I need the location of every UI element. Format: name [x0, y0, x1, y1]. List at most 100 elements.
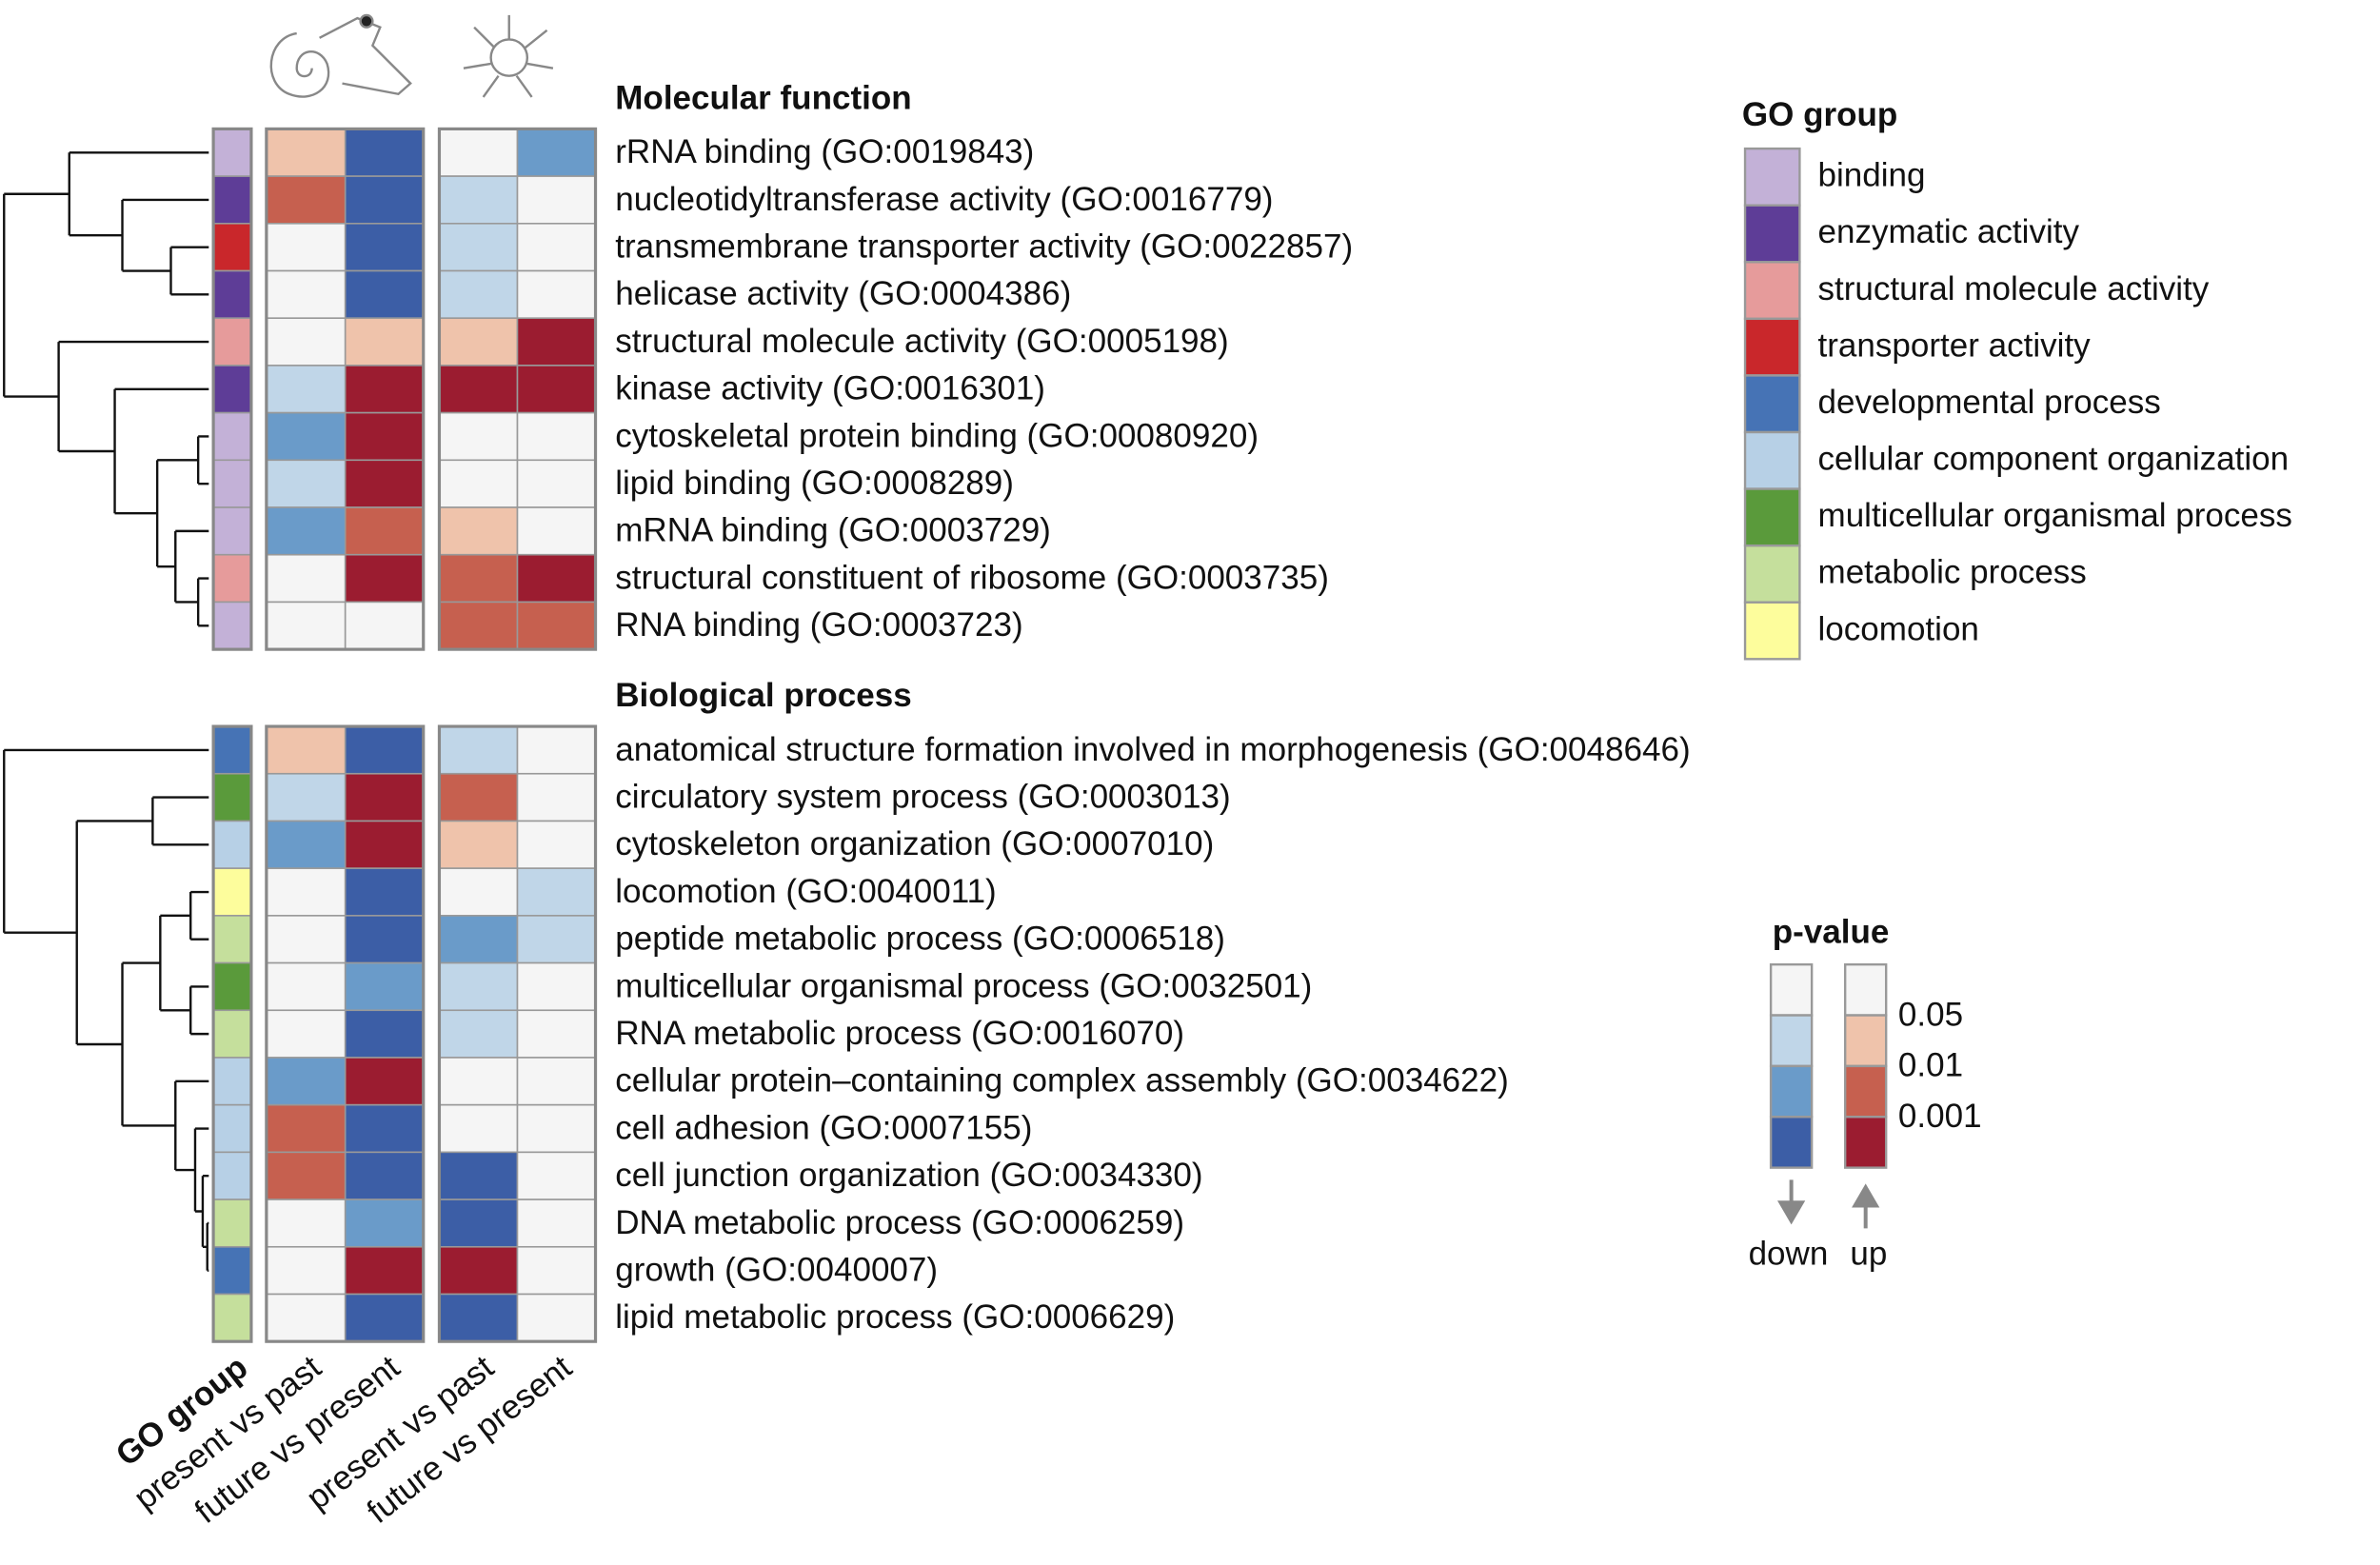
heat-cell: [344, 269, 425, 320]
heat-cell: [438, 128, 519, 177]
heat-cell: [438, 553, 519, 604]
heat-cell: [438, 1009, 519, 1059]
heat-cell: [266, 725, 347, 775]
heat-cell: [266, 1009, 347, 1059]
legend-swatch: [1769, 1014, 1814, 1068]
heat-cell: [516, 1293, 597, 1342]
group-cell: [212, 1103, 252, 1154]
legend-swatch: [1743, 487, 1801, 547]
snail-icon: [269, 13, 412, 98]
row-label: locomotion (GO:0040011): [615, 873, 996, 910]
group-cell: [212, 175, 252, 225]
legend-swatch: [1843, 962, 1888, 1017]
row-label: rRNA binding (GO:0019843): [615, 133, 1034, 170]
row-label: DNA metabolic process (GO:0006259): [615, 1204, 1184, 1241]
group-cell: [212, 269, 252, 320]
legend-label: enzymatic activity: [1818, 213, 2080, 250]
heat-cell: [344, 772, 425, 822]
heat-cell: [516, 1057, 597, 1106]
dendrogram: [3, 748, 209, 1272]
heat-cell: [438, 365, 519, 414]
heat-cell: [516, 1199, 597, 1248]
heat-cell: [266, 1151, 347, 1200]
heat-cell: [344, 459, 425, 508]
heat-cell: [266, 772, 347, 822]
heat-cell: [438, 175, 519, 225]
legend-swatch: [1743, 147, 1801, 207]
legend-swatch: [1769, 1064, 1814, 1119]
row-label: circulatory system process (GO:0003013): [615, 778, 1230, 815]
heat-cell: [344, 128, 425, 177]
panel-title: Biological process: [615, 677, 911, 714]
heat-cell: [438, 725, 519, 775]
block-border: [265, 724, 426, 1343]
heat-cell: [516, 317, 597, 366]
heat-cell: [438, 772, 519, 822]
heat-cell: [344, 725, 425, 775]
group-cell: [212, 725, 252, 775]
legend-swatch: [1743, 317, 1801, 377]
heat-cell: [266, 1199, 347, 1248]
heat-cell: [516, 772, 597, 822]
heat-cell: [516, 915, 597, 964]
heat-cell: [516, 411, 597, 462]
legend-level: 0.001: [1898, 1098, 1982, 1135]
row-label: nucleotidyltransferase activity (GO:0016…: [615, 181, 1273, 218]
block-border: [211, 127, 253, 651]
direction-label: up: [1850, 1235, 1887, 1272]
heat-cell: [516, 725, 597, 775]
group-cell: [212, 961, 252, 1012]
heat-cell: [344, 1151, 425, 1200]
legend-label: structural molecule activity: [1818, 270, 2210, 307]
heat-cell: [344, 1009, 425, 1059]
heat-cell: [266, 1245, 347, 1296]
group-cell: [212, 1151, 252, 1200]
group-cell: [212, 867, 252, 917]
group-cell: [212, 553, 252, 604]
heat-cell: [266, 317, 347, 366]
group-cell: [212, 772, 252, 822]
heat-cell: [266, 223, 347, 272]
heat-cell: [516, 1245, 597, 1296]
heat-cell: [438, 961, 519, 1012]
legend-label: cellular component organization: [1818, 441, 2290, 478]
heat-cell: [266, 1103, 347, 1154]
legend-swatch: [1769, 962, 1814, 1017]
heat-cell: [438, 1293, 519, 1342]
heat-cell: [516, 1151, 597, 1200]
legend-label: transporter activity: [1818, 327, 2092, 364]
direction-label: down: [1749, 1235, 1829, 1272]
legend-swatch: [1843, 1116, 1888, 1169]
row-label: cytoskeleton organization (GO:0007010): [615, 825, 1214, 862]
heat-cell: [438, 1245, 519, 1296]
heat-cell: [438, 601, 519, 650]
block-border: [211, 724, 253, 1343]
heat-cell: [516, 506, 597, 556]
heat-cell: [266, 553, 347, 604]
legend-label: locomotion: [1818, 610, 1979, 647]
arrow-down: [1777, 1179, 1806, 1225]
heat-cell: [344, 867, 425, 917]
row-label: RNA binding (GO:0003723): [615, 606, 1022, 644]
group-cell: [212, 317, 252, 366]
row-label: multicellular organismal process (GO:003…: [615, 967, 1312, 1004]
heat-cell: [516, 128, 597, 177]
row-label: cytoskeletal protein binding (GO:0008092…: [615, 417, 1259, 454]
legend-swatch: [1769, 1116, 1814, 1169]
heat-cell: [516, 223, 597, 272]
heat-cell: [438, 269, 519, 320]
heat-cell: [266, 128, 347, 177]
heat-cell: [516, 961, 597, 1012]
heat-cell: [266, 820, 347, 869]
group-cell: [212, 1199, 252, 1248]
row-label: anatomical structure formation involved …: [615, 731, 1690, 768]
heat-cell: [438, 1057, 519, 1106]
group-cell: [212, 601, 252, 650]
heat-cell: [344, 175, 425, 225]
heat-cell: [266, 1057, 347, 1106]
heat-cell: [266, 1293, 347, 1342]
heat-cell: [344, 1245, 425, 1296]
group-cell: [212, 128, 252, 177]
row-label: structural constituent of ribosome (GO:0…: [615, 559, 1329, 596]
